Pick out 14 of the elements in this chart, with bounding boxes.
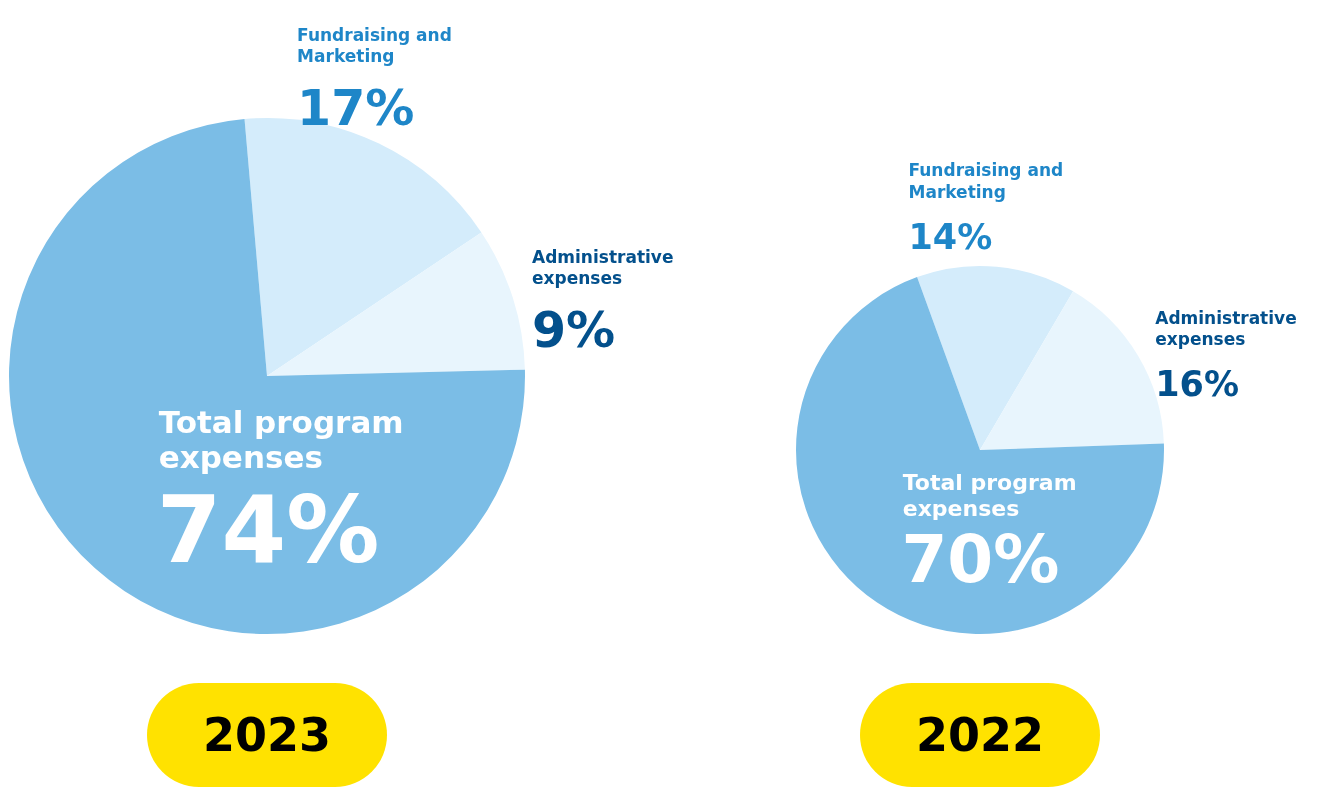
slice-label: Administrative expenses [1155,307,1297,350]
data-label: 74% [156,475,380,584]
text: 2023 [147,683,387,787]
slice-label: Administrative expenses [531,247,674,289]
data-label: 9% [531,302,616,360]
text: 2022 [860,683,1100,787]
slice-label: Fundraising and Marketing [297,24,452,67]
data-label: 14% [908,216,993,257]
slice-label: Fundraising and Marketing [908,160,1064,202]
data-label: 17% [297,79,415,137]
slice-label: Total program expenses [902,470,1077,521]
data-label: 16% [1155,364,1240,405]
slice-label: Total program expenses [158,403,404,476]
data-label: 70% [901,520,1060,598]
